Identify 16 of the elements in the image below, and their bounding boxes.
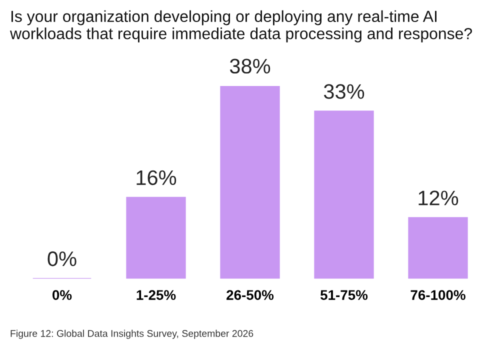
data-label: 0% (48, 251, 76, 266)
x-tick-label: 76-100% (410, 290, 466, 300)
data-label: 33% (324, 84, 364, 99)
x-tick-label: 1-25% (136, 290, 176, 300)
bar (126, 196, 186, 279)
bar (314, 110, 374, 279)
chart-title: Is your organization developing or deploying any real-time AI workloads that require immediate data processing and response? (10, 10, 472, 42)
data-label: 16% (136, 170, 176, 186)
x-tick-label: 51-75% (320, 290, 368, 300)
bar (408, 217, 468, 279)
data-label: 38% (230, 58, 270, 74)
bar (220, 86, 280, 279)
data-label: 12% (418, 190, 458, 206)
x-tick-label: 26-50% (226, 290, 274, 300)
caption: Figure 12: Global Data Insights Survey, September 2026 (10, 330, 254, 339)
x-tick-label: 0% (52, 290, 72, 300)
